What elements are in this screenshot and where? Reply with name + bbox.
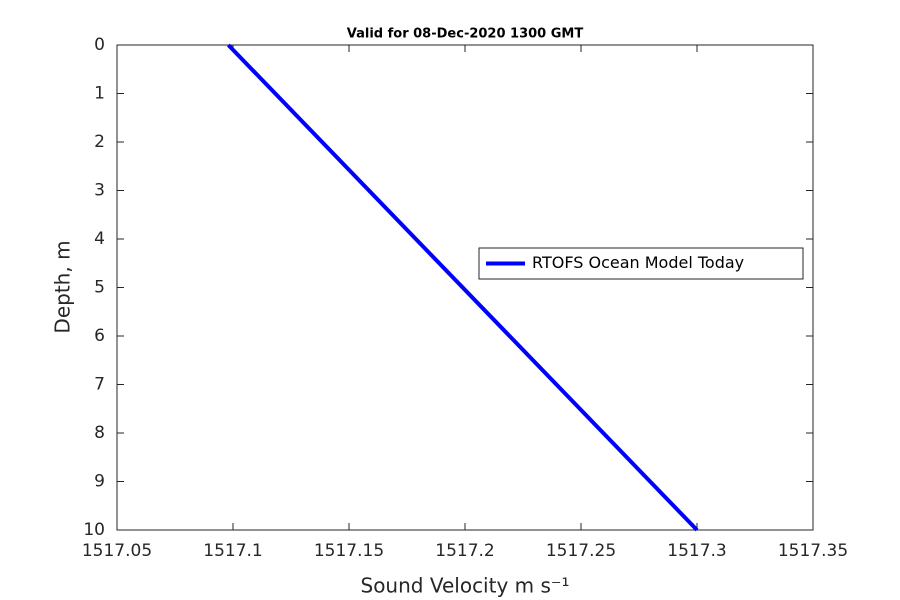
- x-tick-label: 1517.25: [546, 541, 616, 561]
- x-tick-label: 1517.1: [203, 541, 262, 561]
- legend-label: RTOFS Ocean Model Today: [532, 253, 744, 272]
- y-tick-label: 0: [94, 35, 105, 55]
- y-axis-label: Depth, m: [51, 240, 75, 333]
- x-tick-label: 1517.2: [435, 541, 494, 561]
- y-tick-label: 2: [94, 132, 105, 152]
- y-tick-label: 8: [94, 423, 105, 443]
- y-tick-label: 10: [83, 520, 105, 540]
- chart-title: Valid for 08-Dec-2020 1300 GMT: [347, 27, 584, 42]
- y-tick-label: 5: [94, 278, 105, 298]
- x-tick-label: 1517.35: [778, 541, 848, 561]
- x-tick-label: 1517.15: [314, 541, 384, 561]
- x-tick-label: 1517.3: [667, 541, 726, 561]
- legend-box: [478, 247, 804, 280]
- y-tick-label: 3: [94, 181, 105, 201]
- x-axis-label: Sound Velocity m s⁻¹: [361, 574, 570, 598]
- data-line: [226, 43, 699, 532]
- y-tick-label: 7: [94, 375, 105, 395]
- y-tick-label: 4: [94, 229, 105, 249]
- y-tick-label: 6: [94, 326, 105, 346]
- y-tick-label: 1: [94, 84, 105, 104]
- y-tick-label: 9: [94, 472, 105, 492]
- x-tick-label: 1517.05: [82, 541, 152, 561]
